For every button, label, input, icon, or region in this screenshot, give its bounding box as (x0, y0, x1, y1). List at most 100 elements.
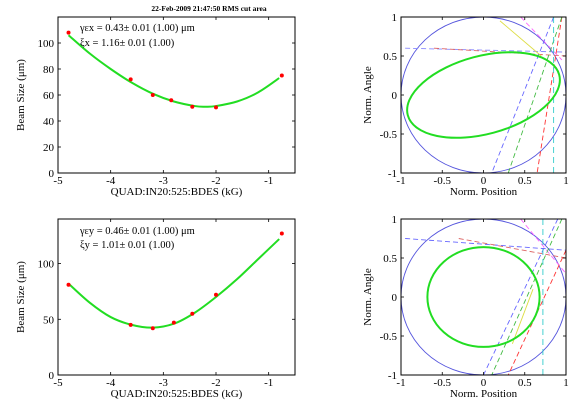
plot-phase-space-y: -1 -0.5 0 0.5 1 -1 -0.5 0 0.5 1 Norm. Position Norm… (362, 214, 569, 400)
x-axis-label: QUAD:IN20:525:BDES (kG) (111, 186, 243, 198)
emittance-ellipse (406, 51, 561, 139)
measurement-line (511, 289, 534, 344)
y-tick-label: 0 (49, 370, 55, 382)
data-point (190, 104, 195, 109)
measurement-line (520, 17, 563, 61)
x-axis-label: QUAD:IN20:525:BDES (kG) (111, 388, 243, 400)
y-axis-label: Norm. Angle (362, 66, 374, 124)
emittance-ellipse (426, 246, 541, 348)
data-point (128, 322, 133, 327)
data-point (214, 292, 218, 297)
x-axis-label: Norm. Position (450, 186, 518, 198)
plot-area: -1 -0.5 0 0.5 1 -1 -0.5 0 0.5 1 Norm. Position Norm… (362, 12, 569, 198)
x-tick-label: -5 (53, 377, 63, 389)
x-tick-label: -3 (159, 175, 169, 187)
x-tick-label: 0.5 (518, 175, 532, 187)
x-tick-label: 1 (563, 175, 569, 187)
unit-circle (401, 219, 566, 375)
plot-phase-space-x: -1 -0.5 0 0.5 1 -1 -0.5 0 0.5 1 Norm. Position Norm… (362, 12, 569, 198)
x-axis-label: Norm. Position (450, 388, 518, 400)
x-tick-label: -3 (159, 377, 169, 389)
x-tick-label: -4 (106, 175, 116, 187)
y-tick-label: 0 (392, 292, 398, 304)
measurement-line (507, 17, 563, 173)
data-point (279, 73, 284, 78)
plot-area: -1 -0.5 0 0.5 1 -1 -0.5 0 0.5 1 Norm. Position Norm… (362, 214, 569, 400)
data-point (279, 231, 284, 236)
y-tick-label: 0.5 (383, 51, 397, 63)
y-tick-label: 1 (392, 214, 398, 226)
y-tick-label: 0 (49, 168, 55, 180)
measurement-line (491, 17, 555, 173)
x-tick-label: 0.5 (518, 377, 532, 389)
data-point (66, 30, 71, 35)
y-axis-label: Beam Size (μm) (15, 261, 27, 333)
y-tick-label: -0.5 (380, 331, 398, 343)
data-point (150, 326, 155, 331)
plot-content (66, 231, 284, 331)
x-tick-label: 0 (481, 175, 487, 187)
y-tick-label: -1 (388, 370, 397, 382)
annotation-bmag-y: ξy = 1.01± 0.01 (1.00) (80, 240, 175, 251)
x-tick-label: 0 (481, 377, 487, 389)
data-point (190, 311, 195, 316)
unit-circle (401, 17, 566, 173)
x-tick-label: -0.5 (434, 377, 452, 389)
x-tick-label: -1 (396, 377, 405, 389)
measurement-line (536, 17, 563, 173)
plot-beam-size-y: -5 -4 -3 -2 -1 0 50 100 QUAD:IN20:525:BDES (kG) B… (15, 218, 296, 400)
y-tick-label: 50 (43, 314, 55, 326)
x-tick-label: -4 (106, 377, 116, 389)
axes-frame (400, 16, 567, 174)
figure-header: 22-Feb-2009 21:47:50 RMS cut area (151, 4, 267, 13)
y-tick-label: 100 (38, 259, 55, 271)
data-point (214, 105, 218, 110)
y-tick-label: 1 (392, 12, 398, 24)
x-tick-label: -1 (396, 175, 405, 187)
x-tick-label: 1 (563, 377, 569, 389)
x-tick-label: -1 (264, 175, 273, 187)
y-axis-label: Norm. Angle (362, 268, 374, 326)
data-point (169, 98, 174, 103)
y-tick-label: -1 (388, 168, 397, 180)
y-tick-label: 100 (38, 38, 55, 50)
data-point (171, 320, 176, 325)
x-tick-label: -2 (211, 377, 220, 389)
y-tick-label: 0.5 (383, 253, 397, 265)
annotation-emittance-x: γεx = 0.43± 0.01 (1.00) μm (79, 23, 195, 34)
fit-curve (67, 238, 280, 329)
annotation-emittance-y: γεy = 0.46± 0.01 (1.00) μm (79, 226, 195, 237)
plot-area: -5 -4 -3 -2 -1 0 50 100 QUAD:IN20:525:BDES (kG) B… (15, 218, 296, 400)
y-tick-label: 80 (43, 64, 55, 76)
y-tick-label: -0.5 (380, 129, 398, 141)
x-tick-label: -0.5 (434, 175, 452, 187)
annotation-bmag-x: ξx = 1.16± 0.01 (1.00) (80, 38, 175, 49)
measurement-line (491, 219, 563, 375)
plot-beam-size-x: -5 -4 -3 -2 -1 0 20 40 60 80 100 QUAD:IN20:525:BDES… (15, 16, 296, 198)
y-tick-label: 40 (43, 116, 55, 128)
measurement-line (458, 238, 566, 259)
plot-area: -5 -4 -3 -2 -1 0 20 40 60 80 100 QUAD:IN20:525:BDES… (15, 16, 296, 198)
measurement-line (405, 238, 566, 251)
y-axis-label: Beam Size (μm) (15, 59, 27, 131)
measurement-line (499, 20, 542, 57)
data-point (66, 282, 71, 287)
y-tick-label: 0 (392, 90, 398, 102)
y-tick-label: 20 (43, 142, 55, 154)
fit-curve (67, 34, 280, 108)
measurement-line (483, 219, 559, 375)
x-tick-label: -1 (264, 377, 273, 389)
data-point (150, 93, 155, 97)
x-tick-label: -5 (53, 175, 63, 187)
measurement-line (405, 47, 566, 53)
data-point (128, 77, 133, 82)
plot-content (401, 219, 566, 375)
measurement-line (520, 219, 566, 274)
plot-content (401, 17, 566, 173)
axes-frame (57, 218, 296, 376)
x-tick-label: -2 (211, 175, 220, 187)
plot-content (66, 30, 284, 110)
y-tick-label: 60 (43, 90, 55, 102)
axes-frame (400, 218, 567, 376)
